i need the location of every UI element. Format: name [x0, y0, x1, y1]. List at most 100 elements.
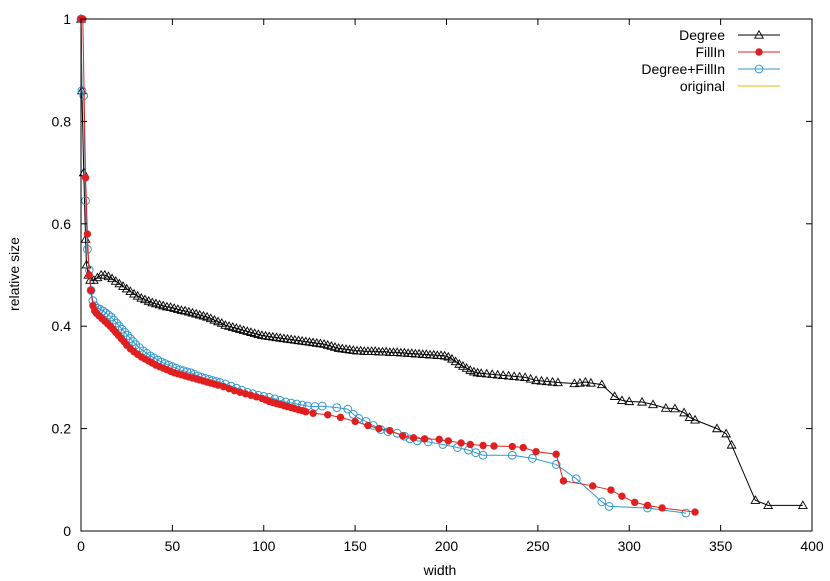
data-point [631, 498, 639, 507]
data-point [684, 412, 695, 421]
data-point [121, 283, 132, 293]
data-point [690, 414, 701, 424]
y-tick-label: 1 [63, 11, 71, 27]
data-point [536, 375, 547, 385]
data-point [117, 324, 127, 334]
data-point [531, 375, 542, 385]
data-point [109, 315, 119, 325]
data-point [114, 321, 124, 331]
data-point [216, 318, 227, 327]
data-point [616, 395, 627, 405]
y-tick-label: 0.8 [52, 113, 72, 129]
y-axis-label: relative size [6, 237, 22, 311]
data-point [85, 271, 93, 279]
data-point [637, 396, 648, 406]
data-point [317, 401, 327, 411]
data-point [364, 421, 372, 430]
data-point [596, 379, 607, 389]
x-tick-label: 150 [343, 538, 367, 554]
data-point [435, 435, 443, 444]
data-point [520, 372, 531, 381]
data-point [332, 403, 342, 413]
data-point [492, 369, 503, 379]
data-point [580, 376, 591, 386]
data-point [128, 337, 138, 346]
legend-label: Degree [679, 27, 725, 43]
data-point [87, 286, 95, 295]
data-point [498, 370, 509, 379]
data-point [444, 437, 453, 445]
data-point [81, 174, 90, 182]
data-point [490, 442, 498, 450]
data-point [132, 290, 143, 300]
data-point [103, 271, 114, 281]
data-point [658, 504, 666, 512]
legend-label: Degree+FillIn [641, 61, 725, 77]
data-point [398, 432, 407, 440]
data-point [763, 500, 774, 509]
data-point [125, 334, 135, 343]
data-point [660, 403, 671, 412]
y-tick-label: 0 [63, 523, 71, 539]
data-point [324, 411, 332, 419]
data-point [453, 443, 462, 452]
legend-label: FillIn [695, 44, 725, 60]
data-point [607, 486, 615, 494]
data-point [114, 278, 125, 288]
data-point [479, 441, 487, 450]
data-point [88, 275, 99, 284]
x-tick-label: 100 [252, 538, 276, 554]
data-point [123, 331, 133, 340]
series-degree [76, 13, 808, 509]
data-point [552, 450, 560, 458]
x-tick-label: 200 [435, 538, 459, 554]
data-point [77, 86, 87, 96]
data-point [107, 273, 118, 283]
data-point [754, 64, 764, 74]
y-tick-label: 0.6 [52, 216, 72, 232]
data-point [604, 502, 614, 511]
x-tick-label: 0 [77, 538, 85, 554]
data-point [669, 403, 680, 413]
data-point [129, 288, 139, 298]
data-point [754, 29, 764, 39]
x-tick-label: 250 [526, 538, 550, 554]
data-point [409, 434, 418, 442]
data-point [447, 353, 457, 363]
data-point [457, 439, 465, 447]
data-point [438, 440, 448, 449]
data-point [454, 358, 465, 368]
data-point [755, 48, 763, 56]
plot-frame [80, 18, 813, 532]
data-point [574, 377, 585, 387]
y-tick-label: 0.4 [52, 318, 72, 334]
data-point [681, 508, 691, 518]
legend-label: original [680, 78, 725, 94]
y-tick-label: 0.2 [52, 421, 72, 437]
series-line [81, 18, 696, 513]
data-point [487, 369, 498, 378]
legend-item: FillIn [695, 44, 780, 60]
data-point [797, 500, 808, 509]
data-point [711, 423, 722, 433]
data-point [624, 396, 635, 406]
data-point [514, 371, 525, 381]
data-point [618, 492, 626, 500]
legend-item: Degree+FillIn [641, 61, 780, 77]
data-point [532, 447, 540, 456]
data-point [386, 426, 394, 435]
series-degree-fillin [76, 14, 691, 518]
data-point [92, 272, 103, 282]
data-point [120, 327, 130, 337]
x-tick-label: 50 [165, 538, 181, 554]
data-point [679, 407, 690, 417]
x-axis-label: width [423, 562, 457, 578]
data-point [83, 230, 92, 238]
legend-item: Degree [679, 27, 780, 43]
data-point [478, 450, 488, 460]
data-point [648, 399, 658, 409]
data-point [503, 370, 514, 380]
data-point [597, 497, 607, 507]
data-point [585, 377, 596, 387]
series-line [80, 18, 686, 514]
